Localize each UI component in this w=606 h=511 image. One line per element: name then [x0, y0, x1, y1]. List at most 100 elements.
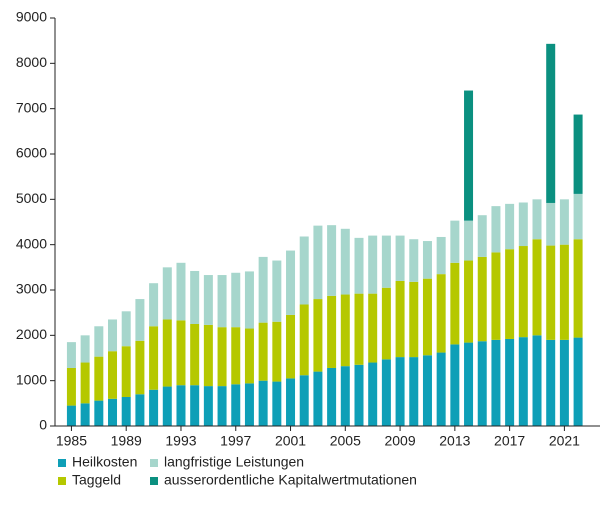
bar-segment — [450, 220, 460, 263]
legend-label: ausserordentliche Kapitalwertmutationen — [164, 472, 417, 488]
bar-segment — [94, 400, 104, 426]
bar-segment — [464, 260, 474, 343]
y-tick-label: 0 — [39, 417, 47, 433]
bar-segment — [258, 380, 268, 426]
y-tick-label: 7000 — [16, 99, 47, 115]
legend-label: langfristige Leistungen — [164, 454, 304, 470]
bar-segment — [176, 262, 186, 321]
bar-segment — [66, 342, 76, 368]
bar-segment — [80, 362, 90, 404]
bar-segment — [464, 220, 474, 261]
bar-segment — [272, 260, 282, 322]
x-tick-label: 1985 — [56, 433, 87, 449]
bar-segment — [244, 328, 254, 384]
bar-segment — [299, 304, 309, 376]
bar-segment — [491, 206, 501, 253]
bar-segment — [108, 351, 118, 399]
bar-segment — [422, 241, 432, 279]
bar-segment — [66, 367, 76, 406]
x-tick-label: 2021 — [549, 433, 580, 449]
bar-segment — [559, 339, 569, 426]
y-tick-label: 8000 — [16, 54, 47, 70]
y-tick-label: 1000 — [16, 371, 47, 387]
bar-segment — [573, 239, 583, 338]
bar-segment — [340, 294, 350, 367]
bar-segment — [340, 366, 350, 426]
bar-segment — [368, 293, 378, 363]
bar-segment — [108, 319, 118, 352]
bar-segment — [286, 314, 296, 379]
bar-segment — [149, 326, 159, 390]
x-tick-label: 1989 — [111, 433, 142, 449]
bar-segment — [518, 246, 528, 338]
bar-segment — [518, 202, 528, 247]
bar-segment — [505, 203, 515, 250]
bar-segment — [422, 278, 432, 356]
bar-segment — [368, 235, 378, 294]
bar-segment — [231, 272, 241, 328]
bar-segment — [546, 245, 556, 340]
x-tick-label: 2009 — [384, 433, 415, 449]
y-tick-label: 6000 — [16, 145, 47, 161]
bar-segment — [327, 367, 337, 426]
bar-segment — [80, 335, 90, 363]
y-tick-label: 5000 — [16, 190, 47, 206]
bar-segment — [217, 386, 227, 426]
bar-segment — [162, 319, 172, 387]
bar-segment — [573, 114, 583, 194]
x-tick-label: 2001 — [275, 433, 306, 449]
legend-label: Heilkosten — [72, 454, 137, 470]
bar-segment — [231, 384, 241, 426]
bar-segment — [135, 394, 145, 426]
bar-segment — [299, 375, 309, 426]
bar-segment — [477, 215, 487, 257]
bar-segment — [395, 357, 405, 426]
bar-segment — [94, 326, 104, 357]
bar-segment — [190, 270, 200, 324]
bar-segment — [354, 237, 364, 294]
bar-segment — [244, 271, 254, 329]
bar-segment — [66, 405, 76, 426]
bar-segment — [381, 287, 391, 360]
bar-segment — [395, 280, 405, 358]
bar-segment — [203, 386, 213, 426]
x-tick-label: 2005 — [330, 433, 361, 449]
legend-swatch — [150, 459, 158, 467]
y-tick-label: 2000 — [16, 326, 47, 342]
bar-segment — [409, 357, 419, 426]
bar-segment — [464, 90, 474, 221]
bar-segment — [573, 193, 583, 240]
bar-segment — [176, 320, 186, 386]
legend-swatch — [58, 459, 66, 467]
bar-segment — [327, 295, 337, 368]
bar-segment — [299, 236, 309, 305]
bar-segment — [203, 275, 213, 325]
bar-segment — [121, 346, 131, 397]
bar-segment — [354, 364, 364, 426]
bar-segment — [258, 256, 268, 323]
bar-segment — [108, 398, 118, 426]
y-tick-label: 4000 — [16, 235, 47, 251]
bar-segment — [436, 236, 446, 275]
bar-segment — [422, 355, 432, 426]
bar-segment — [272, 381, 282, 426]
bar-segment — [286, 250, 296, 315]
bar-segment — [368, 362, 378, 426]
bar-segment — [231, 327, 241, 385]
bar-segment — [327, 225, 337, 296]
bar-segment — [491, 252, 501, 340]
bar-segment — [395, 235, 405, 281]
bar-segment — [80, 403, 90, 426]
bar-segment — [162, 386, 172, 426]
y-tick-label: 3000 — [16, 281, 47, 297]
bar-segment — [477, 256, 487, 342]
bar-segment — [546, 43, 556, 203]
bar-segment — [190, 324, 200, 386]
bar-segment — [190, 385, 200, 426]
bar-segment — [258, 322, 268, 381]
y-tick-label: 9000 — [16, 9, 47, 25]
bar-segment — [464, 342, 474, 426]
bar-segment — [313, 299, 323, 372]
bar-segment — [505, 338, 515, 426]
legend-label: Taggeld — [72, 472, 121, 488]
